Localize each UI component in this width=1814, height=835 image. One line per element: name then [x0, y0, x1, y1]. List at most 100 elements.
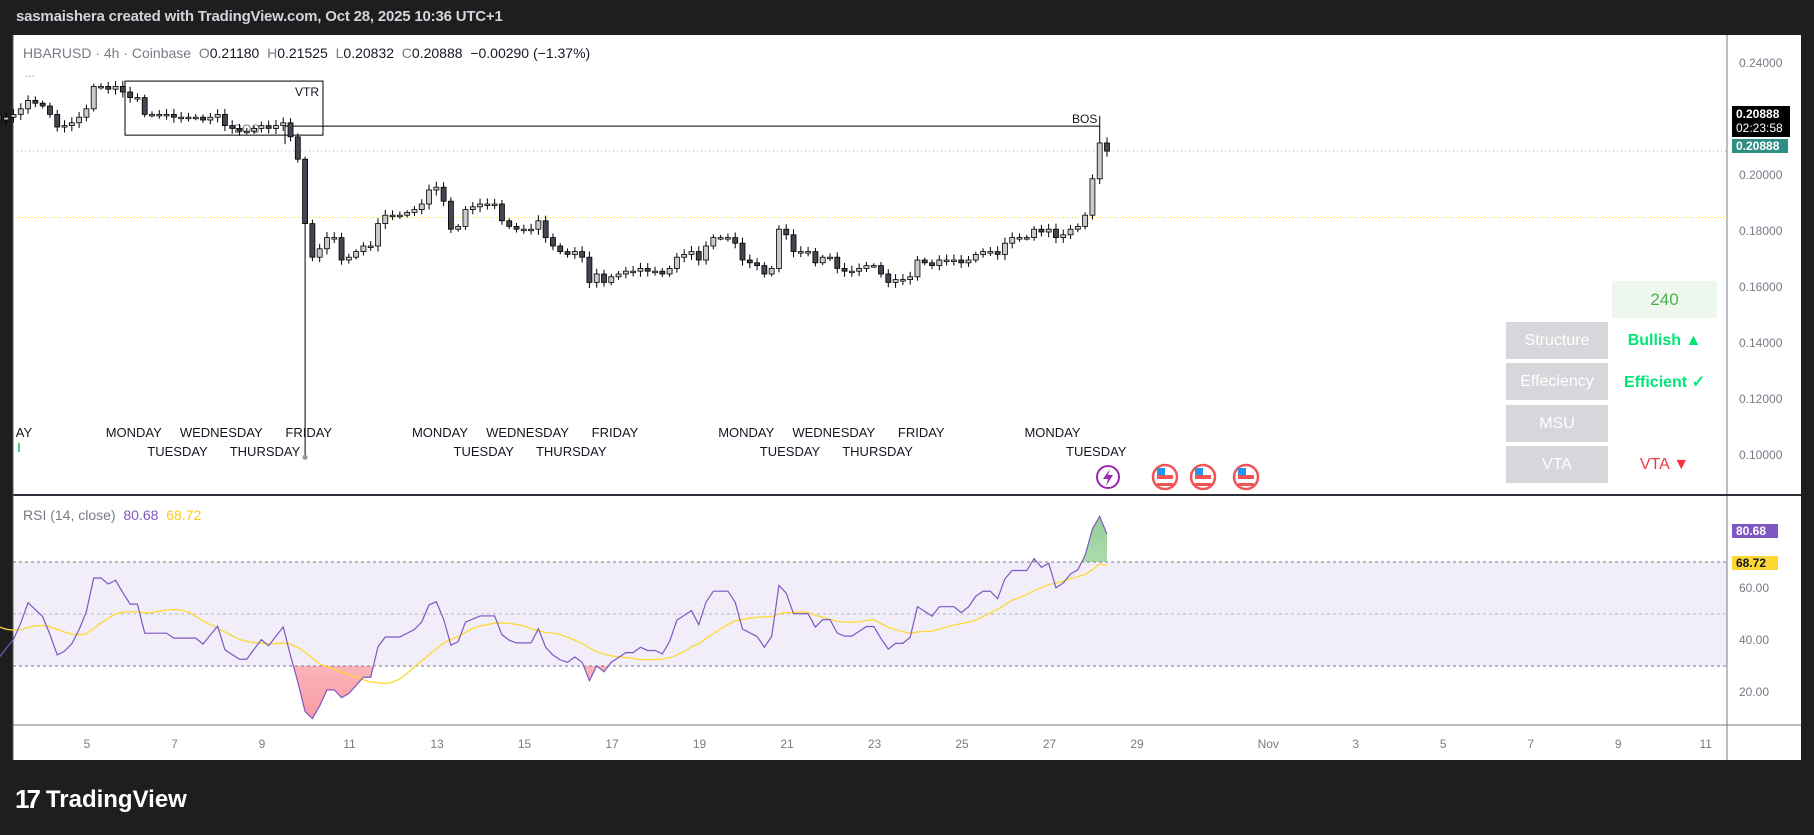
candle-body: [1060, 234, 1067, 239]
time-axis-label: 11: [1699, 737, 1712, 751]
day-of-week-label: WEDNESDAY: [792, 425, 876, 440]
day-of-week-label: MONDAY: [411, 425, 469, 440]
candle-body: [1045, 228, 1052, 233]
close-value: 0.20888: [411, 45, 463, 61]
candle-body: [725, 237, 731, 240]
candle-body: [768, 267, 775, 275]
candle-body: [1002, 242, 1008, 255]
candle-body: [1053, 228, 1059, 238]
us-flag-stripe: [1195, 475, 1211, 479]
candle-body: [484, 203, 491, 206]
candle-body: [273, 125, 279, 129]
candle-body: [1067, 228, 1074, 236]
candle-body: [608, 276, 615, 283]
day-of-week-label: TUESDAY: [147, 444, 208, 459]
candle-body: [251, 127, 257, 132]
lightning-icon: [1103, 469, 1113, 486]
symbol-legend: HBARUSD · 4h · Coinbase O0.21180 H0.2152…: [23, 45, 590, 61]
candle-body: [630, 270, 637, 274]
candle-body: [141, 97, 148, 115]
candle-body: [666, 267, 673, 275]
current-price: 0.20888: [1736, 107, 1780, 121]
candle-body: [936, 259, 943, 266]
candle-body: [827, 256, 833, 260]
symbol-info[interactable]: HBARUSD · 4h · Coinbase: [23, 45, 192, 61]
day-of-week-label: WEDNESDAY: [486, 425, 569, 440]
candle-body: [994, 251, 1001, 255]
candle-body: [360, 245, 367, 252]
candle-body: [426, 189, 432, 205]
time-axis-label: 9: [258, 737, 266, 751]
candle-body: [892, 279, 899, 283]
candle-body: [1074, 225, 1081, 230]
candle-body: [10, 114, 17, 118]
time-axis-label: 23: [867, 737, 882, 751]
candle-body: [338, 237, 345, 261]
candle-body: [571, 251, 578, 255]
vtr-label: VTR: [295, 85, 319, 99]
candle-body: [535, 220, 542, 230]
candle-body: [513, 225, 520, 230]
candle-body: [1038, 228, 1045, 233]
candle-body: [119, 86, 126, 93]
time-axis-label: 7: [171, 737, 178, 751]
close-label: C: [401, 45, 412, 61]
candle-body: [382, 214, 389, 224]
candle-body: [564, 251, 571, 255]
candle-body: [214, 114, 221, 118]
candle-body: [170, 114, 177, 118]
candle-body: [25, 100, 31, 110]
candle-body: [659, 270, 666, 275]
rsi-value-tag: 80.68: [1732, 524, 1778, 538]
candle-body: [710, 237, 717, 247]
low-value: 0.20832: [343, 45, 395, 61]
candle-body: [695, 251, 702, 261]
rsi-axis-label: 40.00: [1739, 633, 1770, 647]
candle-body: [899, 279, 906, 282]
timeframe-cell: 240: [1612, 281, 1717, 318]
candle-body: [965, 259, 972, 264]
tradingview-logo[interactable]: 17 TradingView: [15, 784, 187, 815]
candle-body: [3, 116, 10, 121]
time-axis-label: 19: [692, 737, 707, 751]
candle-body: [207, 116, 214, 121]
day-of-week-label: FRIDAY: [285, 425, 333, 440]
price-axis-label: 0.24000: [1739, 56, 1783, 70]
candle-body: [717, 237, 724, 240]
candle-body: [287, 122, 294, 138]
time-axis-label: 21: [780, 737, 794, 751]
day-of-week-label: THURSDAY: [842, 444, 913, 459]
candle-body: [579, 251, 586, 258]
tradingview-logo-text: TradingView: [45, 785, 187, 813]
rsi-legend[interactable]: RSI (14, close) 80.68 68.72: [23, 507, 201, 523]
candle-body: [1104, 142, 1110, 152]
candle-body: [243, 130, 250, 134]
candle-body: [39, 102, 46, 107]
day-of-week-label: MONDAY: [105, 425, 162, 440]
candle-body: [819, 256, 826, 264]
us-flag-stripe: [1238, 483, 1254, 486]
day-of-week-label: TUESDAY: [759, 444, 821, 459]
candle-body: [61, 125, 68, 128]
candle-body: [951, 259, 957, 262]
candle-body: [739, 242, 746, 261]
bos-label: BOS: [1072, 112, 1097, 126]
candle-body: [622, 270, 629, 275]
candle-body: [557, 245, 564, 252]
candle-body: [1031, 228, 1037, 238]
candle-body: [914, 259, 921, 278]
day-of-week-label: TUESDAY: [453, 444, 514, 459]
price-axis-label: 0.12000: [1739, 392, 1783, 406]
candle-body: [732, 237, 739, 244]
candle-body: [980, 251, 986, 255]
candle-body: [105, 86, 112, 90]
more-indicators-button[interactable]: ...: [25, 66, 36, 80]
day-of-week-label: FRIDAY: [897, 425, 945, 440]
candle-body: [294, 136, 301, 160]
candle-body: [907, 276, 914, 280]
candle-body: [637, 267, 644, 272]
candle-body: [856, 267, 863, 272]
time-axis-label: 11: [343, 737, 356, 751]
candle-body: [805, 251, 812, 254]
